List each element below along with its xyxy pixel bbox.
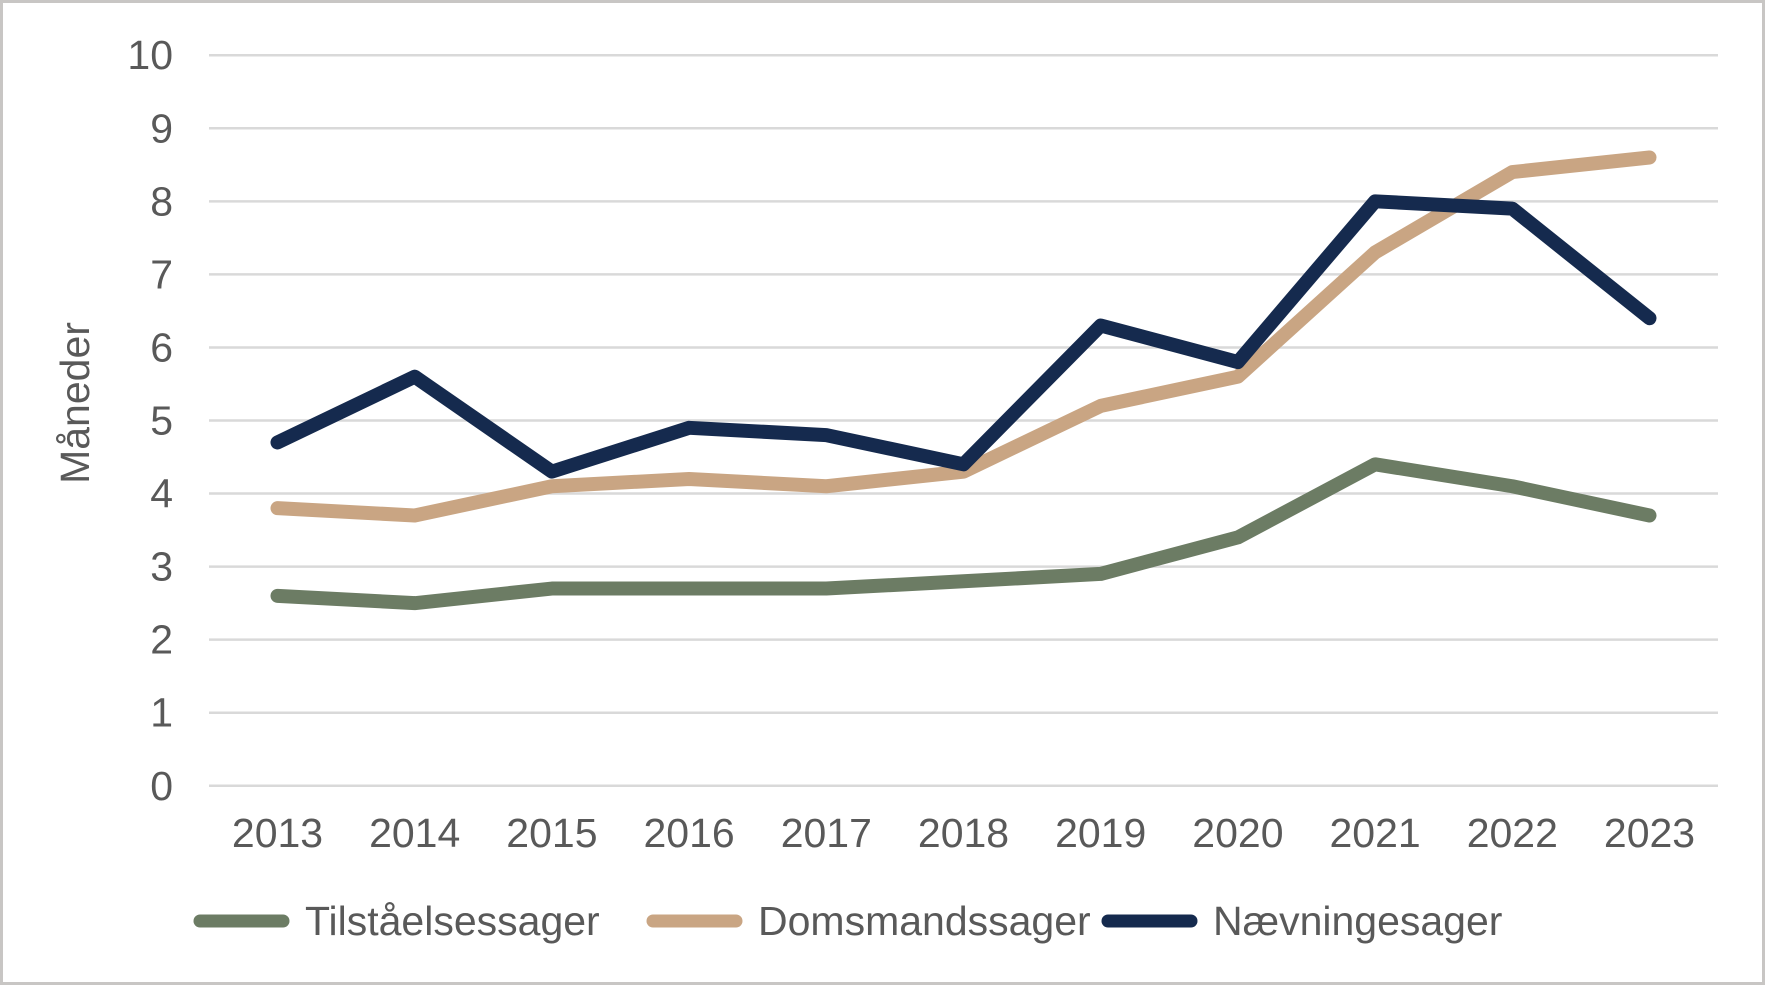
y-tick-label-3: 3 xyxy=(150,544,173,590)
y-tick-label-2: 2 xyxy=(150,617,173,663)
x-tick-label-2019: 2019 xyxy=(1055,810,1146,856)
x-axis-tick-labels: 2013 2014 2015 2016 2017 2018 2019 2020 2021 2022… xyxy=(232,810,1695,856)
series-line-tilståelsessager xyxy=(270,457,1657,611)
x-tick-label-2014: 2014 xyxy=(369,810,460,856)
y-tick-label-9: 9 xyxy=(150,105,173,151)
y-axis-title: Måneder xyxy=(52,322,98,484)
legend: Tilståelsessager Domsmandssager Nævningesa… xyxy=(193,898,1502,944)
series-line-domsmandssager xyxy=(270,150,1657,523)
gridlines xyxy=(209,53,1718,788)
x-tick-label-2016: 2016 xyxy=(643,810,734,856)
y-tick-label-10: 10 xyxy=(127,32,173,78)
y-tick-label-7: 7 xyxy=(150,251,173,297)
y-tick-label-0: 0 xyxy=(150,763,173,809)
series-line-nævningesager xyxy=(270,194,1657,479)
x-tick-label-2022: 2022 xyxy=(1467,810,1558,856)
legend-label-nævningesager: Nævningesager xyxy=(1213,898,1502,944)
y-tick-label-4: 4 xyxy=(150,471,173,517)
x-tick-label-2013: 2013 xyxy=(232,810,323,856)
y-tick-label-8: 8 xyxy=(150,178,173,224)
legend-label-domsmandssager: Domsmandssager xyxy=(758,898,1091,944)
x-tick-label-2018: 2018 xyxy=(918,810,1009,856)
x-tick-label-2021: 2021 xyxy=(1329,810,1420,856)
x-tick-label-2017: 2017 xyxy=(781,810,872,856)
y-axis-tick-labels: 0 1 2 3 4 5 6 7 8 9 10 xyxy=(127,32,173,809)
x-tick-label-2020: 2020 xyxy=(1192,810,1283,856)
y-tick-label-5: 5 xyxy=(150,398,173,444)
y-tick-label-6: 6 xyxy=(150,324,173,370)
x-tick-label-2015: 2015 xyxy=(506,810,597,856)
legend-label-tilståelsessager: Tilståelsessager xyxy=(305,898,600,944)
data-series xyxy=(270,150,1657,611)
y-tick-label-1: 1 xyxy=(150,690,173,736)
x-tick-label-2023: 2023 xyxy=(1604,810,1695,856)
